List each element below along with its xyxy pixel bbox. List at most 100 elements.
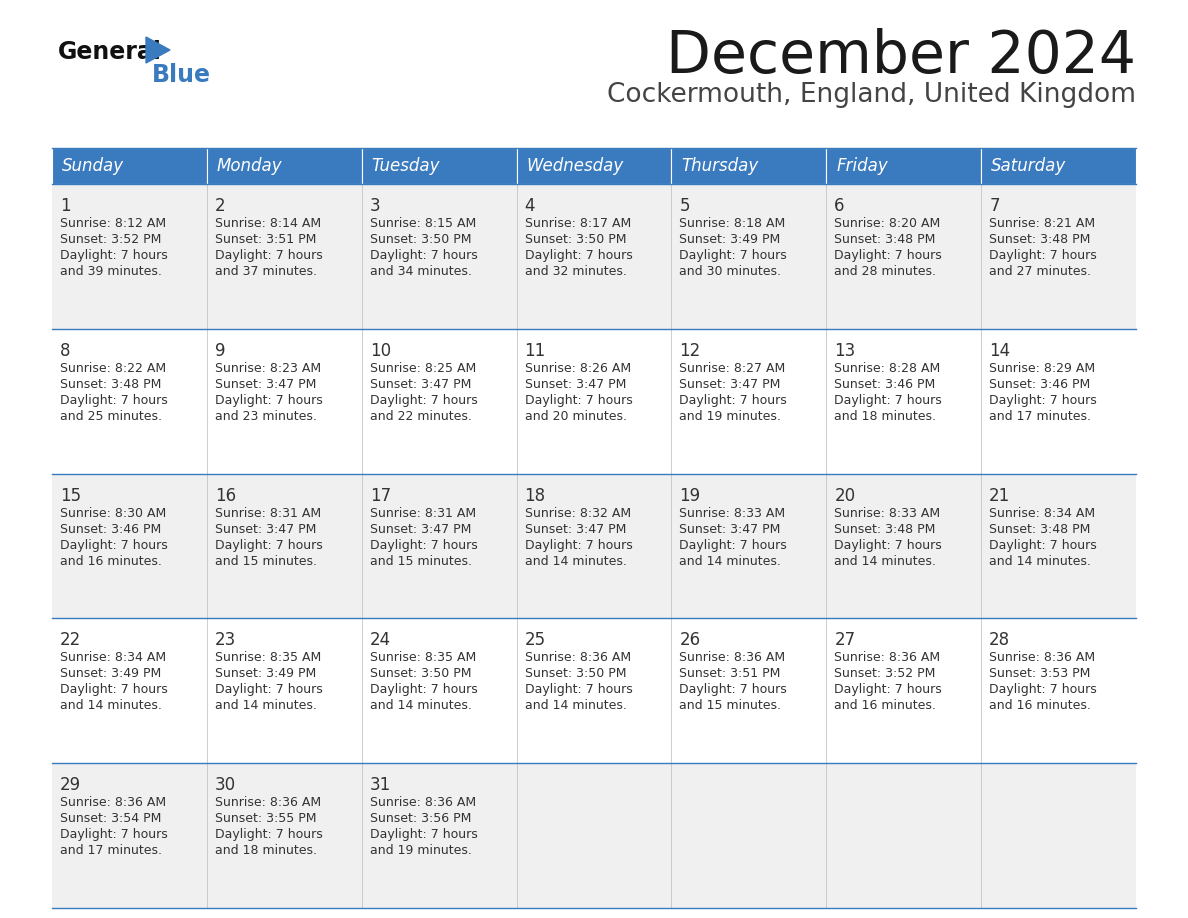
Text: Sunrise: 8:31 AM: Sunrise: 8:31 AM bbox=[369, 507, 476, 520]
Text: Sunset: 3:47 PM: Sunset: 3:47 PM bbox=[215, 378, 316, 391]
Text: Sunset: 3:47 PM: Sunset: 3:47 PM bbox=[680, 378, 781, 391]
Text: 27: 27 bbox=[834, 632, 855, 649]
Text: Sunrise: 8:30 AM: Sunrise: 8:30 AM bbox=[61, 507, 166, 520]
Text: Sunrise: 8:18 AM: Sunrise: 8:18 AM bbox=[680, 217, 785, 230]
Text: Daylight: 7 hours: Daylight: 7 hours bbox=[369, 394, 478, 407]
Text: Sunrise: 8:28 AM: Sunrise: 8:28 AM bbox=[834, 362, 941, 375]
Text: 29: 29 bbox=[61, 777, 81, 794]
Text: Sunrise: 8:15 AM: Sunrise: 8:15 AM bbox=[369, 217, 476, 230]
Text: Sunrise: 8:34 AM: Sunrise: 8:34 AM bbox=[990, 507, 1095, 520]
Bar bbox=[52, 148, 207, 184]
Text: 11: 11 bbox=[525, 341, 545, 360]
Text: and 15 minutes.: and 15 minutes. bbox=[369, 554, 472, 567]
Text: Sunrise: 8:36 AM: Sunrise: 8:36 AM bbox=[680, 652, 785, 665]
Bar bbox=[671, 148, 827, 184]
Text: Sunset: 3:50 PM: Sunset: 3:50 PM bbox=[525, 233, 626, 246]
Text: and 30 minutes.: and 30 minutes. bbox=[680, 265, 782, 278]
Text: Sunrise: 8:35 AM: Sunrise: 8:35 AM bbox=[215, 652, 321, 665]
Text: Sunrise: 8:31 AM: Sunrise: 8:31 AM bbox=[215, 507, 321, 520]
Text: and 16 minutes.: and 16 minutes. bbox=[834, 700, 936, 712]
Text: Daylight: 7 hours: Daylight: 7 hours bbox=[215, 249, 323, 262]
Text: and 14 minutes.: and 14 minutes. bbox=[369, 700, 472, 712]
Text: Monday: Monday bbox=[217, 157, 283, 175]
Text: 7: 7 bbox=[990, 197, 999, 215]
Text: and 20 minutes.: and 20 minutes. bbox=[525, 409, 626, 423]
Text: Daylight: 7 hours: Daylight: 7 hours bbox=[61, 394, 168, 407]
Text: and 18 minutes.: and 18 minutes. bbox=[215, 845, 317, 857]
Bar bbox=[207, 148, 361, 184]
Polygon shape bbox=[146, 37, 170, 63]
Text: 9: 9 bbox=[215, 341, 226, 360]
Text: Daylight: 7 hours: Daylight: 7 hours bbox=[680, 683, 788, 697]
Text: and 39 minutes.: and 39 minutes. bbox=[61, 265, 162, 278]
Text: Sunset: 3:51 PM: Sunset: 3:51 PM bbox=[215, 233, 316, 246]
Text: Sunrise: 8:36 AM: Sunrise: 8:36 AM bbox=[215, 796, 321, 809]
Text: 18: 18 bbox=[525, 487, 545, 505]
Bar bbox=[361, 148, 517, 184]
Text: 20: 20 bbox=[834, 487, 855, 505]
Text: Cockermouth, England, United Kingdom: Cockermouth, England, United Kingdom bbox=[607, 82, 1136, 108]
Text: Sunset: 3:48 PM: Sunset: 3:48 PM bbox=[61, 378, 162, 391]
Text: December 2024: December 2024 bbox=[666, 28, 1136, 85]
Text: Sunset: 3:50 PM: Sunset: 3:50 PM bbox=[369, 667, 472, 680]
Text: 24: 24 bbox=[369, 632, 391, 649]
Text: and 15 minutes.: and 15 minutes. bbox=[680, 700, 782, 712]
Text: Sunset: 3:47 PM: Sunset: 3:47 PM bbox=[369, 522, 472, 535]
Text: 22: 22 bbox=[61, 632, 81, 649]
Text: Daylight: 7 hours: Daylight: 7 hours bbox=[369, 249, 478, 262]
Text: Daylight: 7 hours: Daylight: 7 hours bbox=[525, 249, 632, 262]
Text: 21: 21 bbox=[990, 487, 1010, 505]
Text: Sunrise: 8:36 AM: Sunrise: 8:36 AM bbox=[525, 652, 631, 665]
Text: Sunrise: 8:35 AM: Sunrise: 8:35 AM bbox=[369, 652, 476, 665]
Text: and 23 minutes.: and 23 minutes. bbox=[215, 409, 317, 423]
Text: Sunrise: 8:27 AM: Sunrise: 8:27 AM bbox=[680, 362, 785, 375]
Bar bbox=[52, 619, 1136, 763]
Text: 4: 4 bbox=[525, 197, 535, 215]
Text: and 28 minutes.: and 28 minutes. bbox=[834, 265, 936, 278]
Text: Sunrise: 8:36 AM: Sunrise: 8:36 AM bbox=[834, 652, 941, 665]
Text: Sunrise: 8:12 AM: Sunrise: 8:12 AM bbox=[61, 217, 166, 230]
Text: 5: 5 bbox=[680, 197, 690, 215]
Text: Daylight: 7 hours: Daylight: 7 hours bbox=[834, 249, 942, 262]
Text: Sunset: 3:47 PM: Sunset: 3:47 PM bbox=[525, 378, 626, 391]
Text: Daylight: 7 hours: Daylight: 7 hours bbox=[680, 539, 788, 552]
Text: Daylight: 7 hours: Daylight: 7 hours bbox=[990, 249, 1097, 262]
Text: Daylight: 7 hours: Daylight: 7 hours bbox=[215, 828, 323, 841]
Text: and 25 minutes.: and 25 minutes. bbox=[61, 409, 162, 423]
Text: and 19 minutes.: and 19 minutes. bbox=[680, 409, 782, 423]
Text: Sunrise: 8:22 AM: Sunrise: 8:22 AM bbox=[61, 362, 166, 375]
Text: 26: 26 bbox=[680, 632, 701, 649]
Text: Daylight: 7 hours: Daylight: 7 hours bbox=[990, 394, 1097, 407]
Text: Sunset: 3:49 PM: Sunset: 3:49 PM bbox=[61, 667, 162, 680]
Text: and 14 minutes.: and 14 minutes. bbox=[61, 700, 162, 712]
Text: 12: 12 bbox=[680, 341, 701, 360]
Text: and 19 minutes.: and 19 minutes. bbox=[369, 845, 472, 857]
Text: Sunrise: 8:17 AM: Sunrise: 8:17 AM bbox=[525, 217, 631, 230]
Bar bbox=[52, 184, 1136, 329]
Text: Daylight: 7 hours: Daylight: 7 hours bbox=[215, 539, 323, 552]
Text: Sunrise: 8:33 AM: Sunrise: 8:33 AM bbox=[834, 507, 941, 520]
Text: Daylight: 7 hours: Daylight: 7 hours bbox=[369, 539, 478, 552]
Text: 28: 28 bbox=[990, 632, 1010, 649]
Text: and 17 minutes.: and 17 minutes. bbox=[61, 845, 162, 857]
Text: Daylight: 7 hours: Daylight: 7 hours bbox=[215, 394, 323, 407]
Text: and 37 minutes.: and 37 minutes. bbox=[215, 265, 317, 278]
Text: Sunset: 3:54 PM: Sunset: 3:54 PM bbox=[61, 812, 162, 825]
Text: Saturday: Saturday bbox=[991, 157, 1067, 175]
Text: 6: 6 bbox=[834, 197, 845, 215]
Text: 16: 16 bbox=[215, 487, 236, 505]
Bar bbox=[517, 148, 671, 184]
Text: General: General bbox=[58, 40, 162, 64]
Text: Daylight: 7 hours: Daylight: 7 hours bbox=[680, 249, 788, 262]
Text: Sunset: 3:50 PM: Sunset: 3:50 PM bbox=[525, 667, 626, 680]
Text: Sunrise: 8:32 AM: Sunrise: 8:32 AM bbox=[525, 507, 631, 520]
Text: 13: 13 bbox=[834, 341, 855, 360]
Text: Daylight: 7 hours: Daylight: 7 hours bbox=[834, 394, 942, 407]
Text: Sunset: 3:47 PM: Sunset: 3:47 PM bbox=[525, 522, 626, 535]
Text: Daylight: 7 hours: Daylight: 7 hours bbox=[369, 828, 478, 841]
Text: Sunrise: 8:20 AM: Sunrise: 8:20 AM bbox=[834, 217, 941, 230]
Text: Blue: Blue bbox=[152, 63, 211, 87]
Bar bbox=[827, 148, 981, 184]
Text: and 14 minutes.: and 14 minutes. bbox=[215, 700, 317, 712]
Text: Sunrise: 8:25 AM: Sunrise: 8:25 AM bbox=[369, 362, 476, 375]
